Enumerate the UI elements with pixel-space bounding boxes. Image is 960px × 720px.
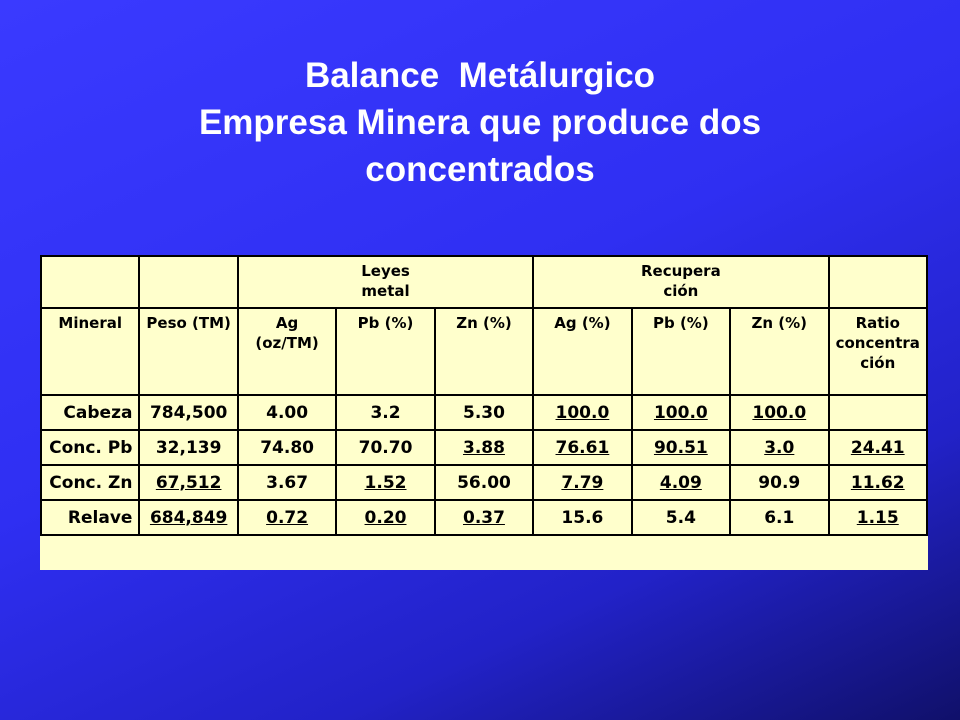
cell: 3.2 — [335, 394, 436, 431]
title-line: Empresa Minera que produce dos — [198, 103, 762, 142]
cell — [41, 534, 927, 570]
group-header: Recupera ción — [532, 255, 830, 309]
cell: 90.9 — [729, 464, 830, 501]
cell: Conc. Zn — [39, 464, 141, 501]
cell: 11.62 — [827, 464, 928, 501]
title-line: Balance Metálurgico — [304, 56, 656, 95]
cell: 3.88 — [433, 429, 535, 466]
cell: 70.70 — [335, 429, 436, 466]
header-cell: Pb (%) — [630, 307, 732, 396]
title: Balance Metálurgico Empresa Minera que p… — [0, 52, 960, 193]
cell: 90.51 — [630, 429, 732, 466]
cell: 32,139 — [138, 429, 239, 466]
cell: 4.00 — [236, 394, 338, 431]
cell: Relave — [39, 499, 141, 536]
cell: 0.37 — [433, 499, 535, 536]
cell: 3.0 — [729, 429, 830, 466]
cell — [39, 255, 141, 309]
group-header: Leyes metal — [236, 255, 535, 309]
cell: 67,512 — [138, 464, 239, 501]
group-header-row: Leyes metal Recupera ción — [39, 255, 928, 309]
cell: 56.00 — [433, 464, 535, 501]
cell: 3.67 — [236, 464, 338, 501]
cell: Conc. Pb — [39, 429, 141, 466]
cell — [827, 394, 928, 431]
cell — [138, 255, 239, 309]
cell — [827, 255, 928, 309]
cell: 6.1 — [729, 499, 830, 536]
header-cell: Pb (%) — [335, 307, 436, 396]
blank-row — [41, 534, 927, 570]
header-cell: Peso (TM) — [138, 307, 239, 396]
cell: 1.52 — [335, 464, 436, 501]
cell: 784,500 — [138, 394, 239, 431]
header-cell: Zn (%) — [729, 307, 830, 396]
balance-table: Leyes metal Recupera ción Mineral Peso (… — [39, 255, 928, 570]
header-cell: Mineral — [39, 307, 141, 396]
cell: 5.30 — [433, 394, 535, 431]
cell: 100.0 — [729, 394, 830, 431]
cell: 100.0 — [532, 394, 633, 431]
cell: 15.6 — [532, 499, 633, 536]
data-row: Cabeza 784,500 4.00 3.2 5.30 100.0 100.0… — [39, 394, 928, 431]
cell: 100.0 — [630, 394, 732, 431]
header-cell: Ag (%) — [532, 307, 633, 396]
header-cell: Ratio concentra ción — [827, 307, 928, 396]
cell: 0.20 — [335, 499, 436, 536]
header-cell: Ag (oz/TM) — [236, 307, 338, 396]
data-row: Conc. Pb 32,139 74.80 70.70 3.88 76.61 9… — [39, 429, 928, 466]
data-row: Conc. Zn 67,512 3.67 1.52 56.00 7.79 4.0… — [39, 464, 928, 501]
cell: 5.4 — [630, 499, 732, 536]
cell: 24.41 — [827, 429, 928, 466]
cell: 684,849 — [138, 499, 239, 536]
title-line: concentrados — [365, 150, 595, 189]
header-row: Mineral Peso (TM) Ag (oz/TM) Pb (%) Zn (… — [39, 307, 928, 396]
cell: 4.09 — [630, 464, 732, 501]
data-row: Relave 684,849 0.72 0.20 0.37 15.6 5.4 6… — [39, 499, 928, 536]
cell: Cabeza — [39, 394, 141, 431]
cell: 0.72 — [236, 499, 338, 536]
cell: 76.61 — [532, 429, 633, 466]
cell: 1.15 — [827, 499, 928, 536]
cell: 74.80 — [236, 429, 338, 466]
header-cell: Zn (%) — [433, 307, 535, 396]
cell: 7.79 — [532, 464, 633, 501]
